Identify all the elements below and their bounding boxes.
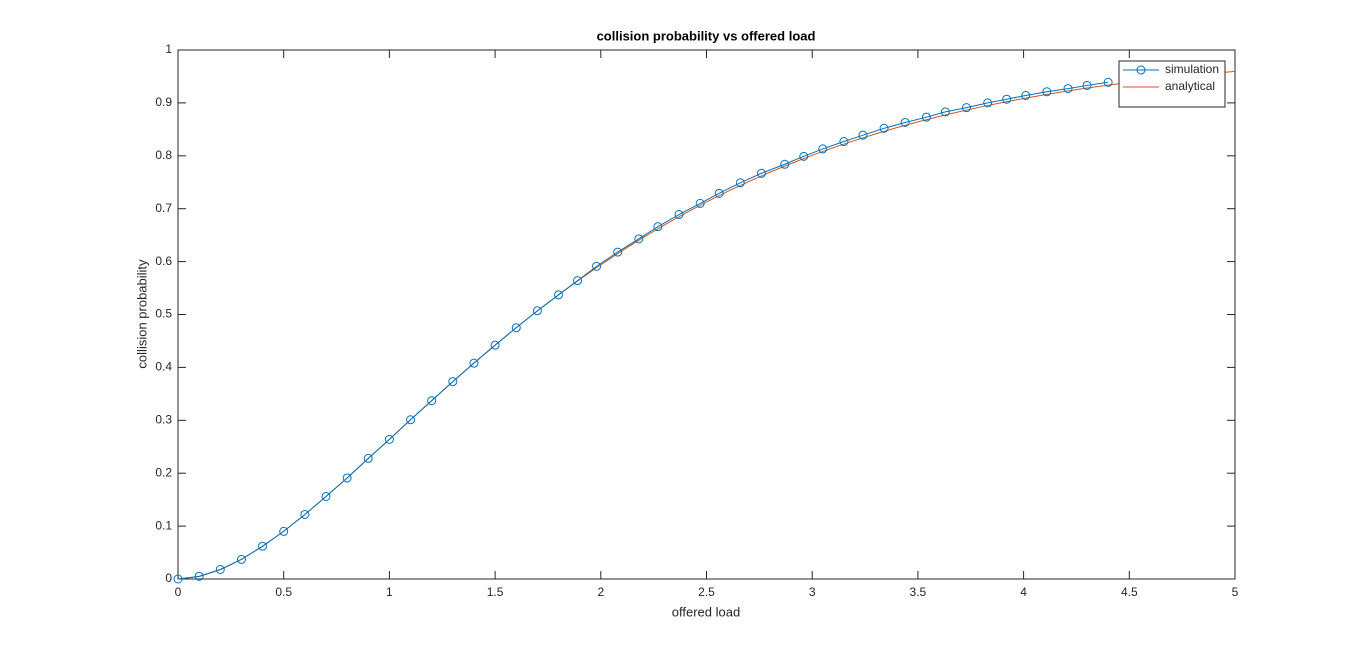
y-tick-label: 0.7 bbox=[155, 201, 172, 215]
data-point bbox=[363, 453, 373, 463]
x-tick-label: 4 bbox=[1020, 585, 1027, 599]
data-point bbox=[321, 491, 331, 501]
x-tick-label: 5 bbox=[1232, 585, 1239, 599]
y-tick-label: 1 bbox=[165, 42, 172, 56]
data-point bbox=[342, 473, 352, 483]
data-point bbox=[858, 130, 868, 140]
x-tick-label: 2 bbox=[597, 585, 604, 599]
data-point bbox=[427, 396, 437, 406]
data-point bbox=[613, 247, 623, 257]
y-tick-label: 0.8 bbox=[155, 148, 172, 162]
x-tick-label: 4.5 bbox=[1121, 585, 1138, 599]
data-point bbox=[1021, 90, 1031, 100]
y-tick-label: 0.3 bbox=[155, 412, 172, 426]
data-point bbox=[592, 261, 602, 271]
legend-marker bbox=[1136, 65, 1146, 75]
x-tick-label: 0.5 bbox=[275, 585, 292, 599]
x-tick-label: 2.5 bbox=[698, 585, 715, 599]
data-point bbox=[714, 188, 724, 198]
y-axis-label: collision probability bbox=[134, 259, 149, 369]
data-point bbox=[1042, 87, 1052, 97]
data-point bbox=[653, 222, 663, 232]
data-point bbox=[735, 178, 745, 188]
y-tick-label: 0 bbox=[165, 571, 172, 585]
x-tick-label: 0 bbox=[175, 585, 182, 599]
data-point bbox=[236, 554, 246, 564]
data-point bbox=[279, 526, 289, 536]
y-tick-label: 0.4 bbox=[155, 360, 172, 374]
data-point bbox=[469, 358, 479, 368]
data-point bbox=[818, 144, 828, 154]
data-point bbox=[1002, 94, 1012, 104]
y-tick-label: 0.2 bbox=[155, 465, 172, 479]
x-tick-label: 1 bbox=[386, 585, 393, 599]
plot-area bbox=[177, 49, 1236, 580]
data-point bbox=[173, 574, 183, 584]
x-axis-label: offered load bbox=[672, 604, 740, 619]
data-point bbox=[674, 210, 684, 220]
legend-label: simulation bbox=[1165, 62, 1219, 76]
data-point bbox=[1103, 77, 1113, 87]
x-tick-label: 3 bbox=[809, 585, 816, 599]
legend-label: analytical bbox=[1165, 79, 1215, 93]
data-point bbox=[799, 151, 809, 161]
data-point bbox=[634, 234, 644, 244]
y-tick-label: 0.9 bbox=[155, 95, 172, 109]
data-point bbox=[511, 323, 521, 333]
data-point bbox=[940, 107, 950, 117]
data-point bbox=[983, 98, 993, 108]
x-tick-label: 1.5 bbox=[487, 585, 504, 599]
data-point bbox=[406, 415, 416, 425]
data-point bbox=[1082, 80, 1092, 90]
y-tick-label: 0.6 bbox=[155, 254, 172, 268]
chart-title: collision probability vs offered load bbox=[597, 28, 816, 43]
data-point bbox=[215, 564, 225, 574]
data-point bbox=[921, 112, 931, 122]
data-point bbox=[900, 117, 910, 127]
data-point bbox=[780, 159, 790, 169]
data-point bbox=[839, 137, 849, 147]
legend-box bbox=[1118, 60, 1226, 108]
data-point bbox=[300, 509, 310, 519]
data-point bbox=[756, 168, 766, 178]
series-line bbox=[177, 81, 1109, 580]
data-point bbox=[194, 571, 204, 581]
data-point bbox=[258, 541, 268, 551]
data-point bbox=[532, 306, 542, 316]
data-point bbox=[448, 377, 458, 387]
data-point bbox=[554, 290, 564, 300]
data-point bbox=[490, 340, 500, 350]
data-point bbox=[695, 198, 705, 208]
x-tick-label: 3.5 bbox=[910, 585, 927, 599]
data-point bbox=[384, 434, 394, 444]
data-point bbox=[962, 103, 972, 113]
data-point bbox=[1063, 84, 1073, 94]
y-tick-label: 0.1 bbox=[155, 518, 172, 532]
data-point bbox=[573, 276, 583, 286]
y-tick-label: 0.5 bbox=[155, 307, 172, 321]
data-point bbox=[879, 123, 889, 133]
